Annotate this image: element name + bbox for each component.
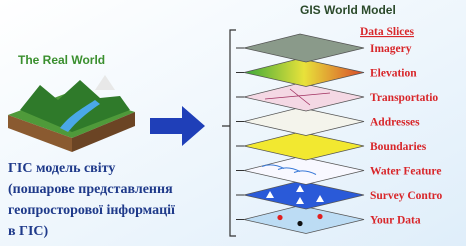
- caption-line: в ГІС): [8, 224, 49, 239]
- layer-label: Elevation: [370, 68, 417, 80]
- layer-label: Imagery: [370, 43, 412, 55]
- caption-line: (пошарове представлення: [8, 182, 173, 197]
- data-point: [297, 221, 302, 226]
- data-point: [277, 215, 282, 220]
- diagram: GIS World Model The Real World ГІС модел…: [0, 0, 466, 246]
- layer-label: Water Feature: [370, 166, 441, 178]
- layer-label: Transportatio: [370, 92, 438, 104]
- caption-line: геопросторової інформації: [8, 203, 175, 218]
- caption-line: ГІС модель світу: [8, 161, 115, 176]
- page: GIS World Model The Real World ГІС модел…: [0, 0, 466, 246]
- layer-label: Addresses: [370, 117, 420, 129]
- layer-label: Your Data: [370, 215, 421, 227]
- data-point: [317, 214, 322, 219]
- title: GIS World Model: [300, 3, 396, 17]
- layer-label: Survey Contro: [370, 190, 443, 202]
- layers-heading: Data Slices: [360, 26, 415, 38]
- real-world-label: The Real World: [18, 53, 105, 67]
- layer-label: Boundaries: [370, 141, 427, 153]
